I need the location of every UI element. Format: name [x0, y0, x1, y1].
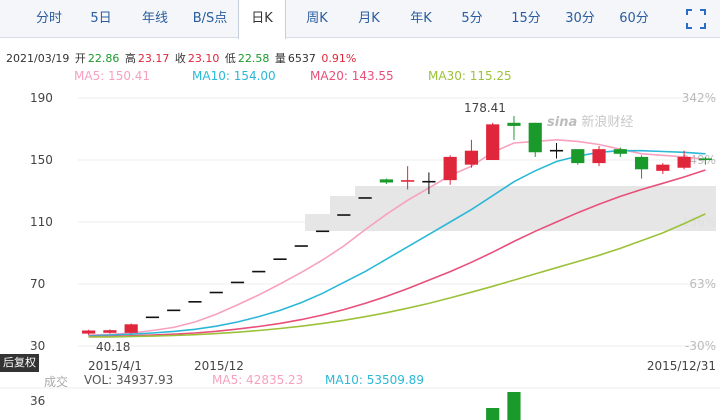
ma5-line — [88, 138, 706, 336]
tab-15min[interactable]: 15分 — [511, 11, 541, 26]
min-price-label: 40.18 — [96, 340, 130, 354]
change-percent: 0.91% — [321, 52, 357, 65]
candle-body — [486, 124, 500, 160]
pct-tick-label: 249% — [682, 153, 716, 167]
tab-weekly-k[interactable]: 周K — [306, 11, 328, 26]
candle-body — [507, 122, 521, 126]
candle-body — [379, 179, 393, 183]
candle-body — [464, 150, 479, 165]
vol-ma10-legend: MA10: 53509.89 — [325, 373, 424, 387]
max-price-label: 178.41 — [464, 101, 506, 115]
fullscreen-icon[interactable] — [686, 9, 706, 29]
ma10-legend: MA10: 154.00 — [192, 69, 276, 83]
volume-label: 量 — [274, 52, 286, 65]
candle-body — [103, 330, 117, 333]
tab-intraday[interactable]: 分时 — [35, 11, 62, 26]
tab-yearly-k[interactable]: 年K — [410, 11, 432, 26]
pct-tick-label: 156% — [682, 215, 716, 229]
low-label: 低 — [224, 52, 236, 65]
pct-tick-label: 63% — [689, 277, 716, 291]
volume-value: 6537 — [287, 52, 316, 65]
candle-body — [337, 214, 351, 216]
x-tick-label: 2015/4/1 — [88, 359, 142, 373]
candle-body — [549, 149, 564, 152]
candle-body — [698, 158, 712, 161]
vol-legend: VOL: 34937.93 — [84, 373, 174, 387]
candle-body — [656, 164, 670, 171]
pct-tick-label: 342% — [682, 91, 716, 105]
tab-60min[interactable]: 60分 — [619, 11, 649, 26]
candle-body — [528, 122, 542, 153]
high-value: 23.17 — [137, 52, 170, 65]
open-label: 开 — [74, 52, 86, 65]
ma30-legend: MA30: 115.25 — [428, 69, 512, 83]
tab-5day[interactable]: 5日 — [90, 11, 112, 26]
candle-body — [209, 291, 223, 294]
candle-body — [188, 301, 202, 303]
candle-body — [230, 281, 245, 284]
ma20-line — [88, 169, 706, 338]
y-tick-label: 150 — [30, 153, 53, 167]
period-tab-bar: 分时 5日 年线 B/S点 日K 周K 月K 年K 5分 15分 30分 60分 — [0, 0, 720, 39]
candle-body — [613, 149, 627, 154]
candle-body — [677, 156, 691, 168]
ma20-legend: MA20: 143.55 — [310, 69, 394, 83]
tab-monthly-k[interactable]: 月K — [358, 11, 380, 26]
candle-body — [634, 156, 649, 170]
adjust-badge[interactable]: 后复权 — [0, 354, 39, 372]
candle-body — [82, 330, 96, 334]
tab-30min[interactable]: 30分 — [565, 11, 595, 26]
candle-body — [252, 270, 266, 273]
tab-bs-points[interactable]: B/S点 — [192, 11, 228, 26]
low-value: 22.58 — [237, 52, 270, 65]
candle-body — [401, 180, 415, 182]
quote-info: 2021/03/19 开 22.86 高 23.17 收 23.10 低 22.58 量… — [6, 50, 358, 66]
range-band — [305, 186, 716, 231]
candle-body — [273, 258, 287, 260]
y-tick-label: 70 — [30, 277, 45, 291]
candle-body — [422, 180, 436, 183]
candle-body — [145, 316, 160, 319]
tab-5min[interactable]: 5分 — [461, 11, 483, 26]
y-tick-label: 30 — [30, 339, 45, 353]
high-label: 高 — [124, 52, 136, 65]
candle-body — [571, 149, 585, 164]
y-tick-label: 190 — [30, 91, 53, 105]
sina-watermark: sina 新浪财经 — [547, 115, 634, 130]
tab-year-line[interactable]: 年线 — [141, 11, 168, 26]
y-tick-label: 110 — [30, 215, 53, 229]
ma10-line — [88, 149, 706, 337]
x-tick-label: 2015/12 — [194, 359, 244, 373]
open-value: 22.86 — [87, 52, 120, 65]
volume-axis-label: 36 — [30, 394, 46, 408]
volume-bar — [486, 408, 500, 420]
candle-body — [592, 149, 606, 164]
candle-body — [358, 197, 372, 199]
x-tick-label: 2015/12/31 — [647, 359, 716, 373]
close-label: 收 — [174, 52, 186, 65]
close-value: 23.10 — [187, 52, 220, 65]
vol-ma5-legend: MA5: 42835.23 — [212, 373, 304, 387]
candle-body — [315, 230, 330, 233]
candle-body — [294, 245, 308, 247]
volume-panel-label: 成交 — [44, 375, 69, 389]
candle-body — [443, 156, 457, 181]
candle-body — [167, 309, 181, 312]
quote-date: 2021/03/19 — [6, 52, 70, 65]
ma5-legend: MA5: 150.41 — [74, 69, 151, 83]
ma30-line — [88, 213, 706, 338]
candle-body — [124, 324, 138, 333]
pct-tick-label: -30% — [685, 339, 716, 353]
volume-bar — [507, 392, 521, 420]
tab-daily-k[interactable]: 日K — [238, 0, 286, 39]
